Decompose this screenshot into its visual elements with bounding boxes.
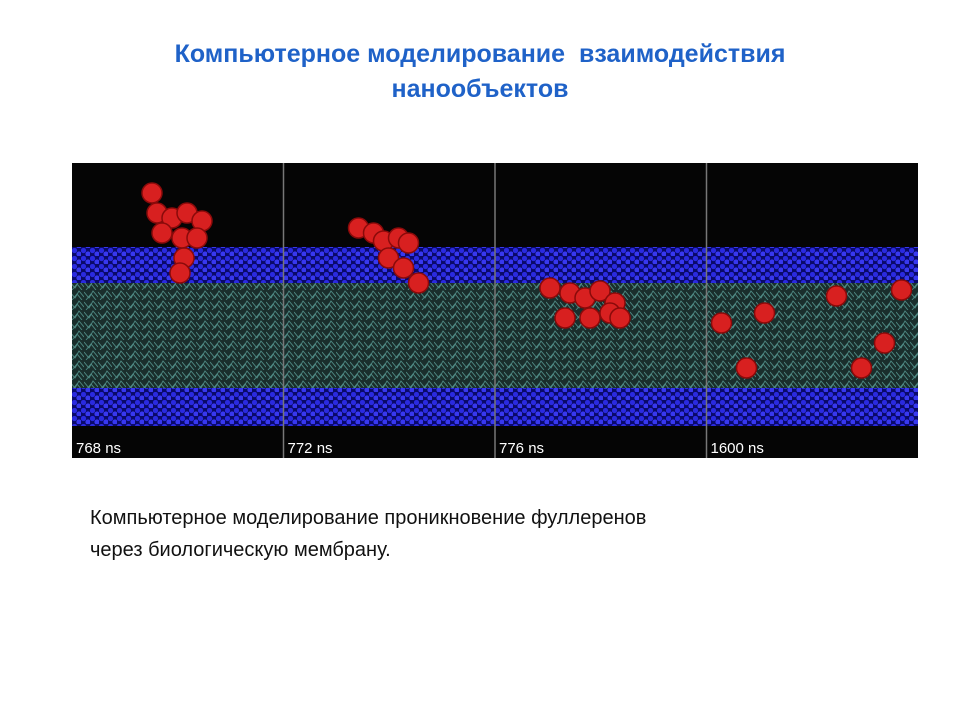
fullerene xyxy=(825,285,848,307)
headgroup-band xyxy=(495,247,707,283)
panel-label: 768 ns xyxy=(76,440,121,457)
panel-label: 776 ns xyxy=(499,440,544,457)
fullerene xyxy=(609,307,631,329)
caption-line: Компьютерное моделирование проникновение… xyxy=(90,507,647,529)
fullerene xyxy=(753,302,776,324)
fullerene xyxy=(539,277,561,299)
title-line: нанообъектов xyxy=(391,75,569,103)
headgroup-band xyxy=(706,388,918,426)
fullerene xyxy=(392,257,415,279)
fullerene xyxy=(397,232,420,254)
fullerene xyxy=(850,357,873,379)
fullerene xyxy=(151,222,173,244)
fullerene xyxy=(554,307,576,329)
headgroup-band xyxy=(495,388,707,426)
title-line: Компьютерное моделирование взаимодействи… xyxy=(174,40,786,68)
fullerene xyxy=(169,262,191,284)
fullerene xyxy=(589,280,611,302)
panel-label: 772 ns xyxy=(288,440,333,457)
fullerene xyxy=(141,182,163,204)
fullerene xyxy=(890,279,913,301)
fullerene xyxy=(710,312,733,334)
fullerene xyxy=(186,227,208,249)
panel-label: 1600 ns xyxy=(711,440,764,457)
headgroup-band xyxy=(283,388,495,426)
fullerene xyxy=(873,332,896,354)
fullerene xyxy=(377,247,400,269)
caption-line: через биологическую мембрану. xyxy=(90,539,391,561)
fullerene xyxy=(407,272,430,294)
headgroup-band xyxy=(706,247,918,283)
membrane-core xyxy=(283,281,495,393)
headgroup-band xyxy=(72,388,284,426)
fullerene xyxy=(579,307,601,329)
membrane-core xyxy=(72,281,284,393)
fullerene xyxy=(735,357,758,379)
